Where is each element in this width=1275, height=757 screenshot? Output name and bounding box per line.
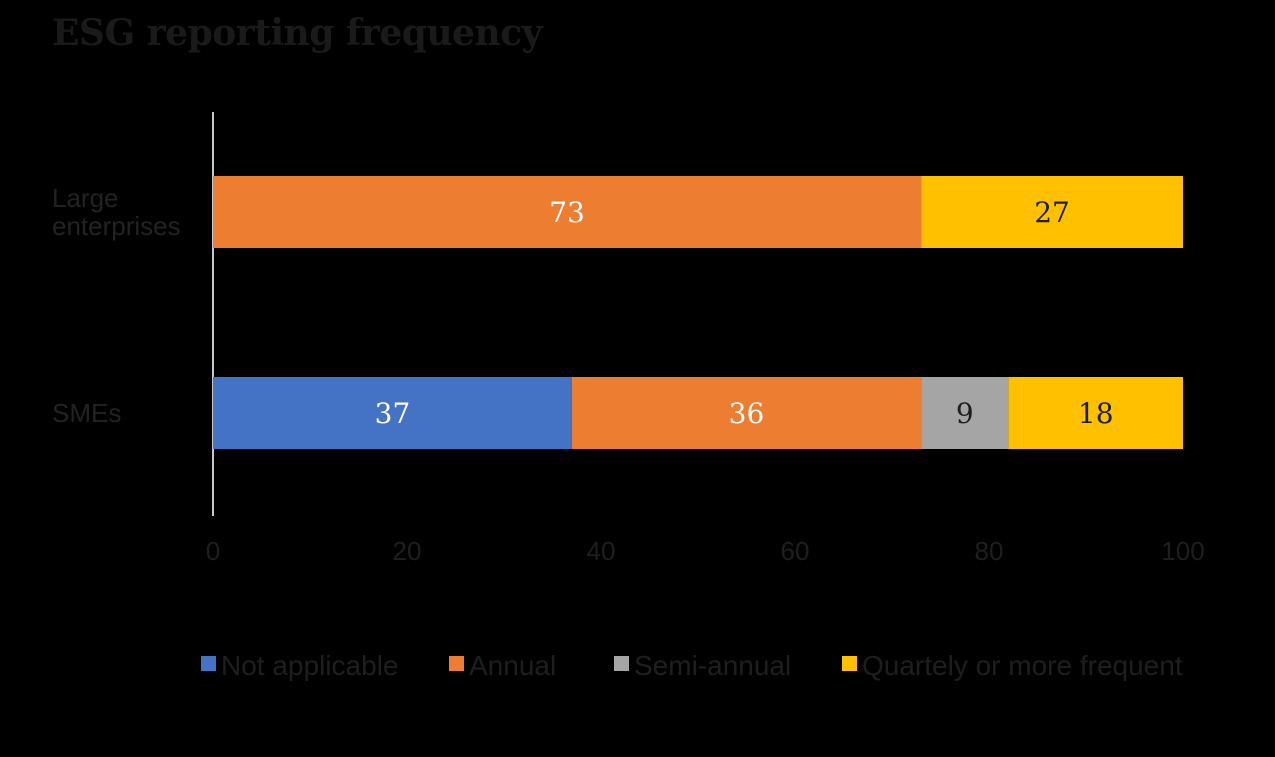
legend-entry: Semi-annual <box>634 650 791 681</box>
category-label-line: Large <box>52 183 119 213</box>
x-tick-label: 0 <box>206 536 220 566</box>
data-label: 27 <box>1034 196 1070 229</box>
legend-swatch <box>449 656 464 671</box>
legend-swatch <box>842 656 857 671</box>
category-label-line: enterprises <box>52 211 181 241</box>
x-tick-label: 100 <box>1161 536 1204 566</box>
data-label: 36 <box>729 397 765 430</box>
bar-segment <box>921 377 1009 449</box>
category-label: Large enterprises <box>52 183 181 241</box>
bar-segment <box>213 377 572 449</box>
x-tick-label: 20 <box>393 536 422 566</box>
x-tick-label: 60 <box>781 536 810 566</box>
legend-entry: Quartely or more frequent <box>862 650 1183 681</box>
data-label: 9 <box>956 397 974 430</box>
bar-segment <box>213 176 922 248</box>
data-label: 37 <box>375 397 411 430</box>
category-label-line: SMEs <box>52 398 121 428</box>
legend-entry: Annual <box>469 650 556 681</box>
bar-segment <box>1008 377 1183 449</box>
legend-swatch <box>614 656 629 671</box>
data-label: 73 <box>549 196 585 229</box>
data-label: 18 <box>1078 397 1114 430</box>
legend-swatch <box>201 656 216 671</box>
legend-entry: Not applicable <box>221 650 398 681</box>
chart-title: ESG reporting frequency <box>52 12 543 54</box>
bar-segment <box>921 176 1183 248</box>
x-tick-label: 80 <box>975 536 1004 566</box>
category-label: SMEs <box>52 398 121 428</box>
x-tick-label: 40 <box>587 536 616 566</box>
bar-segment <box>571 377 922 449</box>
